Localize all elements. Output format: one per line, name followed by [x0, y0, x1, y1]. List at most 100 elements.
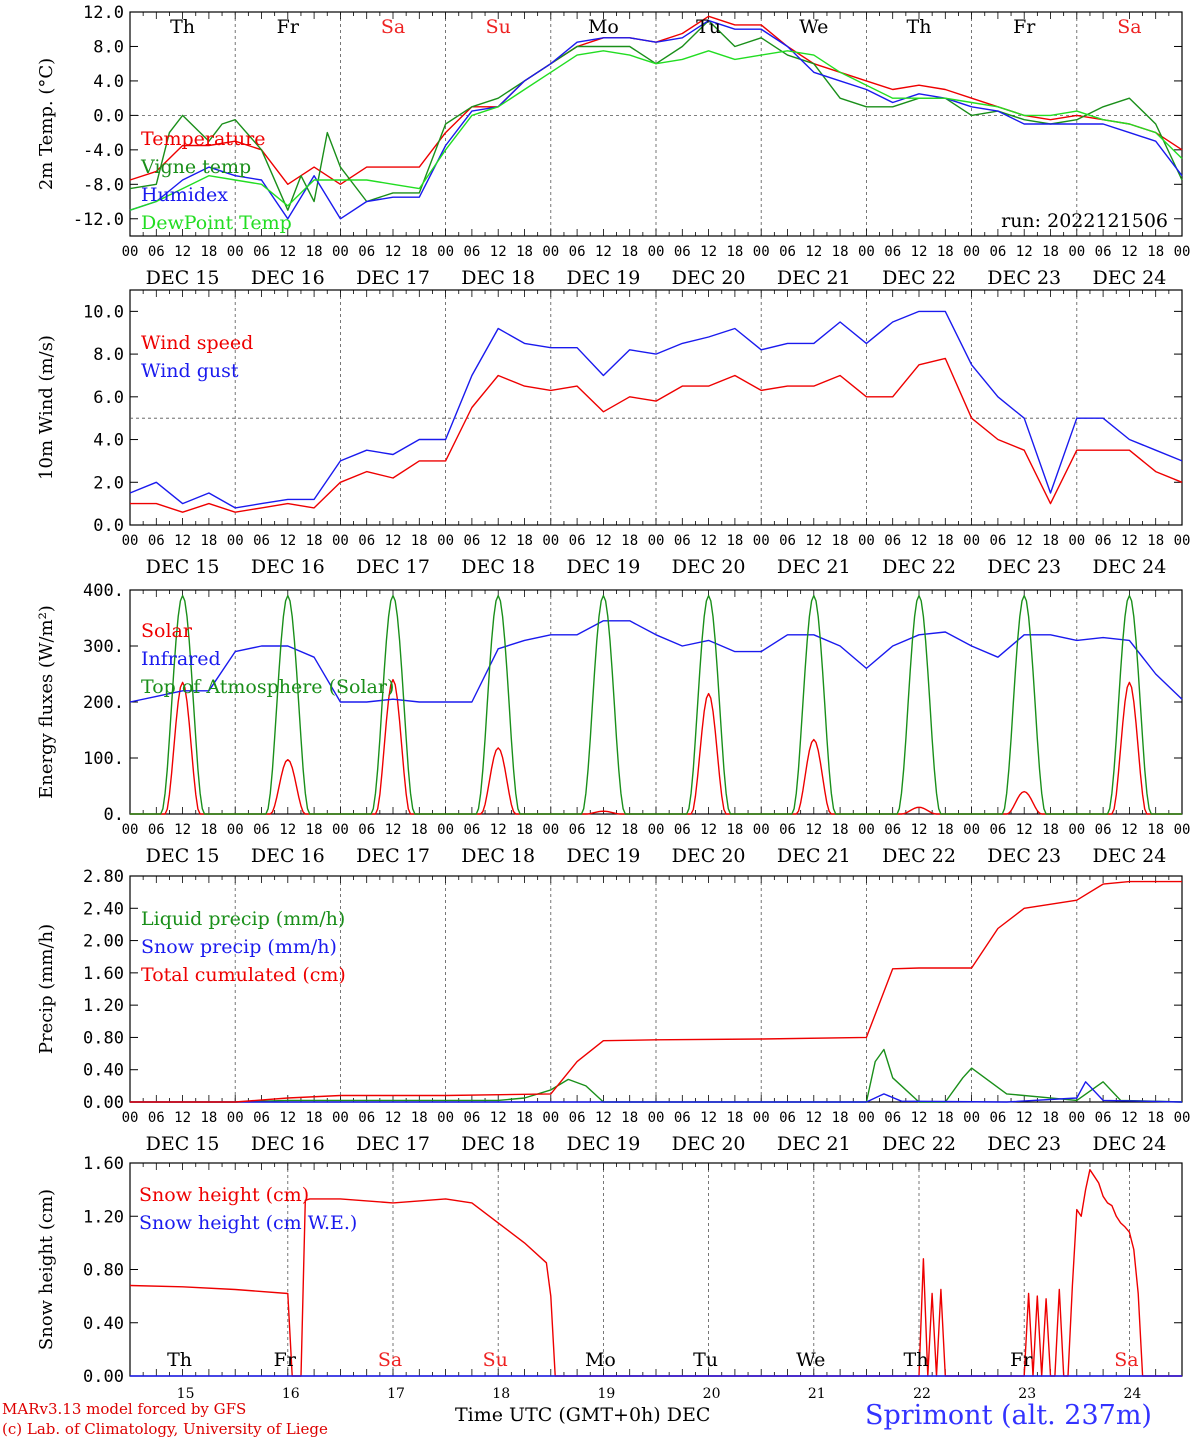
hour-tick-label: 00 [1068, 1110, 1085, 1126]
hour-tick-label: 06 [674, 1110, 691, 1126]
hour-tick-label: 06 [463, 822, 480, 838]
legend-entry: Snow precip (mm/h) [141, 936, 337, 958]
hour-tick-label: 18 [832, 822, 849, 838]
hour-tick-label: 06 [674, 822, 691, 838]
hour-tick-label: 12 [1016, 533, 1033, 549]
date-label: DEC 17 [356, 1133, 430, 1155]
hour-tick-label: 06 [358, 533, 375, 549]
day-abbr-label: Fr [1010, 1349, 1033, 1371]
y-tick-label: 200. [83, 693, 124, 713]
hour-tick-label: 12 [805, 533, 822, 549]
panel-temp: -12.0 -8.0 -4.0 0.0 4.0 8.0 12.0 2m Temp. (°C) T… [36, 3, 1190, 289]
hour-tick-label: 18 [306, 1110, 323, 1126]
legend-entry: Vigne temp [140, 156, 251, 178]
date-label: DEC 22 [882, 1133, 956, 1155]
plot-frame [129, 589, 1183, 815]
hour-tick-label: 12 [385, 1110, 402, 1126]
y-tick-label: 12.0 [83, 3, 124, 23]
date-label: DEC 16 [251, 267, 325, 289]
day-number-label: 23 [1018, 1386, 1036, 1402]
date-label: DEC 20 [672, 267, 746, 289]
hour-tick-label: 18 [621, 822, 638, 838]
hour-tick-label: 06 [358, 822, 375, 838]
hour-tick-label: 00 [542, 533, 559, 549]
hour-tick-label: 00 [332, 1110, 349, 1126]
date-label: DEC 24 [1092, 1133, 1166, 1155]
y-tick-label: 2.0 [93, 473, 124, 493]
hour-tick-label: 18 [516, 244, 533, 260]
hour-tick-label: 18 [832, 533, 849, 549]
day-number-label: 21 [808, 1386, 826, 1402]
day-number-label: 17 [387, 1386, 405, 1402]
hour-tick-label: 00 [437, 533, 454, 549]
hour-tick-label: 12 [805, 244, 822, 260]
y-tick-label: 0.0 [93, 106, 124, 126]
y-axis-label: Precip (mm/h) [36, 924, 57, 1054]
hour-tick-label: 12 [490, 1110, 507, 1126]
legend-entry: Snow height (cm W.E.) [139, 1212, 357, 1234]
legend-entry: Top of Atmosphere (Solar) [141, 676, 394, 698]
hour-tick-label: 00 [122, 533, 139, 549]
hour-tick-label: 06 [569, 244, 586, 260]
date-label: DEC 19 [566, 845, 640, 867]
hour-tick-label: 18 [937, 533, 954, 549]
hour-tick-label: 12 [595, 244, 612, 260]
date-label: DEC 21 [777, 556, 851, 578]
hour-tick-label: 06 [148, 533, 165, 549]
y-tick-label: 8.0 [93, 345, 124, 365]
hour-tick-label: 06 [884, 244, 901, 260]
y-tick-label: 0.40 [83, 1061, 124, 1081]
hour-tick-label: 12 [1121, 1110, 1138, 1126]
hour-tick-label: 00 [648, 244, 665, 260]
date-label: DEC 15 [146, 1133, 220, 1155]
hour-tick-label: 18 [1147, 1110, 1164, 1126]
hour-tick-label: 12 [700, 1110, 717, 1126]
day-abbr-label: Sa [378, 1349, 402, 1371]
hour-tick-label: 12 [279, 244, 296, 260]
hour-tick-label: 00 [542, 1110, 559, 1126]
y-tick-label: 0.00 [83, 1367, 124, 1387]
hour-tick-label: 18 [411, 822, 428, 838]
hour-tick-label: 06 [884, 1110, 901, 1126]
hour-tick-label: 12 [385, 822, 402, 838]
hour-tick-label: 00 [1068, 822, 1085, 838]
hour-tick-label: 00 [648, 533, 665, 549]
series-line-dewpoint-temp [129, 50, 1183, 211]
panel-wind: 0.0 2.0 4.0 6.0 8.0 10.0 10m Wind (m/s) Wind sp… [36, 289, 1190, 578]
day-number-label: 22 [913, 1386, 931, 1402]
legend-entry: Liquid precip (mm/h) [141, 908, 345, 930]
hour-tick-label: 00 [858, 1110, 875, 1126]
y-tick-label: 100. [83, 749, 124, 769]
y-tick-label: 2.00 [83, 932, 124, 952]
date-label: DEC 20 [672, 556, 746, 578]
hour-tick-label: 18 [200, 533, 217, 549]
hour-tick-label: 00 [648, 1110, 665, 1126]
hour-tick-label: 00 [542, 822, 559, 838]
hour-tick-label: 18 [516, 1110, 533, 1126]
date-label: DEC 22 [882, 845, 956, 867]
day-abbr-label: Su [483, 1349, 508, 1371]
day-number-label: 15 [177, 1386, 195, 1402]
date-label: DEC 17 [356, 556, 430, 578]
hour-tick-label: 00 [963, 533, 980, 549]
hour-tick-label: 00 [542, 244, 559, 260]
hour-tick-label: 06 [779, 533, 796, 549]
day-number-label: 24 [1123, 1386, 1141, 1402]
day-abbr-label: Fr [277, 16, 300, 38]
series-line-infrared [129, 620, 1183, 703]
legend-entry: Wind speed [141, 332, 253, 354]
hour-tick-label: 06 [253, 822, 270, 838]
hour-tick-label: 00 [753, 1110, 770, 1126]
hour-tick-label: 12 [279, 533, 296, 549]
date-label: DEC 18 [461, 1133, 535, 1155]
hour-tick-label: 18 [411, 244, 428, 260]
hour-tick-label: 00 [227, 244, 244, 260]
legend-entry: Total cumulated (cm) [141, 964, 346, 986]
day-abbr-label: Th [904, 1349, 929, 1371]
hour-tick-label: 12 [911, 533, 928, 549]
hour-tick-label: 06 [463, 1110, 480, 1126]
date-label: DEC 19 [566, 1133, 640, 1155]
hour-tick-label: 12 [279, 1110, 296, 1126]
hour-tick-label: 18 [621, 533, 638, 549]
hour-tick-label: 12 [1016, 822, 1033, 838]
